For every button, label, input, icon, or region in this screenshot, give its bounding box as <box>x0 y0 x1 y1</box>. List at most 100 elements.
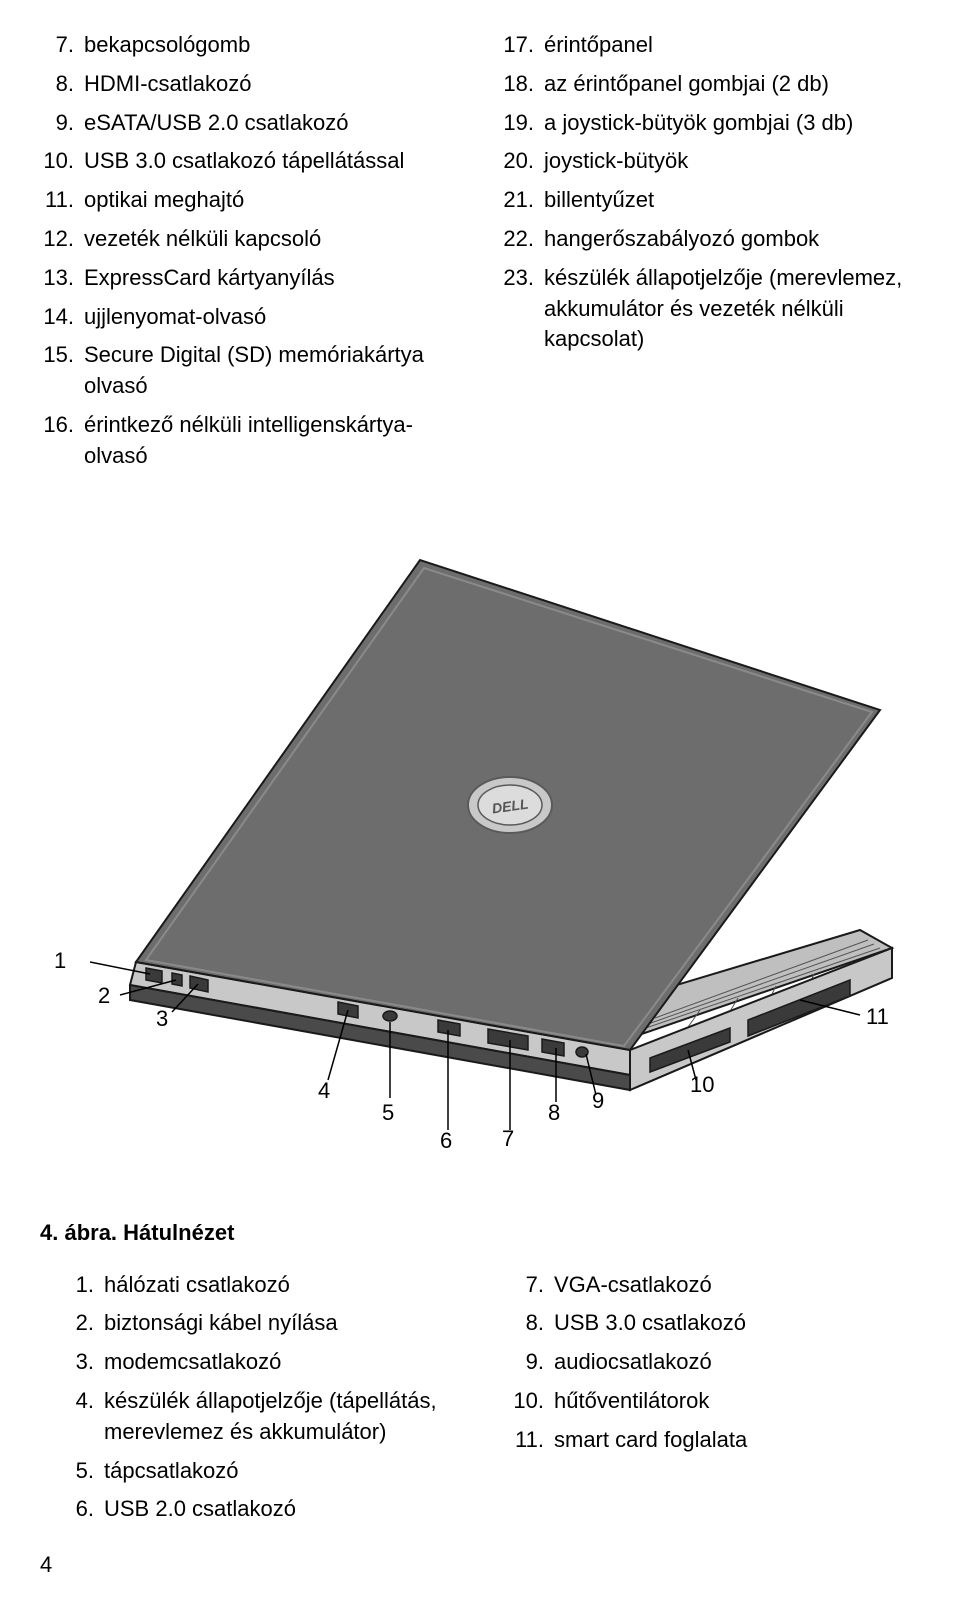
list-item-number: 18. <box>500 69 544 100</box>
callout-6: 6 <box>440 1128 452 1154</box>
callout-11: 11 <box>866 1004 889 1030</box>
list-item-text: billentyűzet <box>544 185 920 216</box>
list-item: 5.tápcsatlakozó <box>60 1456 470 1487</box>
list-item-text: smart card foglalata <box>554 1425 920 1456</box>
list-item-number: 10. <box>40 146 84 177</box>
top-right-column: 17.érintőpanel 18.az érintőpanel gombjai … <box>500 30 920 480</box>
top-lists: 7.bekapcsológomb8.HDMI-csatlakozó9.eSATA… <box>40 30 920 480</box>
callout-5: 5 <box>382 1100 394 1126</box>
list-item: 21.billentyűzet <box>500 185 920 216</box>
list-item-number: 9. <box>40 108 84 139</box>
list-item-number: 11. <box>510 1425 554 1456</box>
list-item: 14.ujjlenyomat-olvasó <box>40 302 460 333</box>
list-item-number: 8. <box>510 1308 554 1339</box>
figure-caption: 4. ábra. Hátulnézet <box>40 1220 920 1246</box>
list-item-number: 19. <box>500 108 544 139</box>
list-item-text: modemcsatlakozó <box>104 1347 470 1378</box>
list-item-number: 4. <box>60 1386 104 1448</box>
list-item-number: 8. <box>40 69 84 100</box>
list-item: 19.a joystick-bütyök gombjai (3 db) <box>500 108 920 139</box>
list-item-number: 15. <box>40 340 84 402</box>
list-item: 10.USB 3.0 csatlakozó tápellátással <box>40 146 460 177</box>
list-item-number: 14. <box>40 302 84 333</box>
list-item-number: 12. <box>40 224 84 255</box>
list-item-text: USB 3.0 csatlakozó tápellátással <box>84 146 460 177</box>
callout-8: 8 <box>548 1100 560 1126</box>
list-item: 11.optikai meghajtó <box>40 185 460 216</box>
list-item: 7.VGA-csatlakozó <box>510 1270 920 1301</box>
list-item-text: hűtőventilátorok <box>554 1386 920 1417</box>
list-item-text: készülék állapotjelzője (merevlemez, akk… <box>544 263 920 355</box>
callout-7: 7 <box>502 1126 514 1152</box>
callout-4: 4 <box>318 1078 330 1104</box>
bottom-left-column: 1.hálózati csatlakozó 2.biztonsági kábel … <box>60 1270 470 1534</box>
list-item: 6.USB 2.0 csatlakozó <box>60 1494 470 1525</box>
list-item: 10.hűtőventilátorok <box>510 1386 920 1417</box>
top-left-column: 7.bekapcsológomb8.HDMI-csatlakozó9.eSATA… <box>40 30 460 480</box>
list-item-number: 20. <box>500 146 544 177</box>
list-item: 12.vezeték nélküli kapcsoló <box>40 224 460 255</box>
list-item-number: 22. <box>500 224 544 255</box>
list-item-text: hangerőszabályozó gombok <box>544 224 920 255</box>
list-item-text: USB 2.0 csatlakozó <box>104 1494 470 1525</box>
callout-3: 3 <box>156 1006 168 1032</box>
list-item-text: VGA-csatlakozó <box>554 1270 920 1301</box>
list-item: 22.hangerőszabályozó gombok <box>500 224 920 255</box>
list-item: 4.készülék állapotjelzője (tápellátás, m… <box>60 1386 470 1448</box>
list-item: 3.modemcsatlakozó <box>60 1347 470 1378</box>
list-item-text: HDMI-csatlakozó <box>84 69 460 100</box>
list-item-number: 13. <box>40 263 84 294</box>
list-item-number: 10. <box>510 1386 554 1417</box>
list-item-text: a joystick-bütyök gombjai (3 db) <box>544 108 920 139</box>
list-item-text: ujjlenyomat-olvasó <box>84 302 460 333</box>
list-item-text: érintkező nélküli intelligenskártya-olva… <box>84 410 460 472</box>
list-item: 2.biztonsági kábel nyílása <box>60 1308 470 1339</box>
list-item-text: joystick-bütyök <box>544 146 920 177</box>
list-item-text: optikai meghajtó <box>84 185 460 216</box>
list-item-number: 23. <box>500 263 544 355</box>
list-item: 17.érintőpanel <box>500 30 920 61</box>
list-item-text: biztonsági kábel nyílása <box>104 1308 470 1339</box>
laptop-diagram: DELL <box>90 530 910 1170</box>
list-item: 9.eSATA/USB 2.0 csatlakozó <box>40 108 460 139</box>
list-item-text: audiocsatlakozó <box>554 1347 920 1378</box>
list-item-number: 21. <box>500 185 544 216</box>
list-item-text: tápcsatlakozó <box>104 1456 470 1487</box>
callout-10: 10 <box>690 1072 714 1098</box>
list-item: 8.USB 3.0 csatlakozó <box>510 1308 920 1339</box>
list-item-number: 7. <box>510 1270 554 1301</box>
list-item-number: 7. <box>40 30 84 61</box>
list-item-number: 5. <box>60 1456 104 1487</box>
list-item: 8.HDMI-csatlakozó <box>40 69 460 100</box>
list-item-number: 9. <box>510 1347 554 1378</box>
list-item: 15.Secure Digital (SD) memóriakártya olv… <box>40 340 460 402</box>
page-number: 4 <box>40 1552 52 1578</box>
callout-2: 2 <box>98 983 110 1009</box>
callout-1: 1 <box>54 948 66 974</box>
list-item-text: készülék állapotjelzője (tápellátás, mer… <box>104 1386 470 1448</box>
list-item-number: 11. <box>40 185 84 216</box>
list-item: 1.hálózati csatlakozó <box>60 1270 470 1301</box>
list-item-text: Secure Digital (SD) memóriakártya olvasó <box>84 340 460 402</box>
list-item: 7.bekapcsológomb <box>40 30 460 61</box>
list-item-text: bekapcsológomb <box>84 30 460 61</box>
list-item-text: ExpressCard kártyanyílás <box>84 263 460 294</box>
list-item-text: érintőpanel <box>544 30 920 61</box>
list-item-number: 17. <box>500 30 544 61</box>
bottom-right-column: 7.VGA-csatlakozó8.USB 3.0 csatlakozó9.au… <box>510 1270 920 1534</box>
list-item: 16.érintkező nélküli intelligenskártya-o… <box>40 410 460 472</box>
list-item: 11.smart card foglalata <box>510 1425 920 1456</box>
list-item-text: vezeték nélküli kapcsoló <box>84 224 460 255</box>
list-item: 18.az érintőpanel gombjai (2 db) <box>500 69 920 100</box>
list-item-text: hálózati csatlakozó <box>104 1270 470 1301</box>
diagram-area: DELL <box>40 520 920 1200</box>
list-item: 9.audiocsatlakozó <box>510 1347 920 1378</box>
list-item-text: USB 3.0 csatlakozó <box>554 1308 920 1339</box>
list-item: 13.ExpressCard kártyanyílás <box>40 263 460 294</box>
list-item: 23.készülék állapotjelzője (merevlemez, … <box>500 263 920 355</box>
list-item-text: eSATA/USB 2.0 csatlakozó <box>84 108 460 139</box>
list-item-number: 6. <box>60 1494 104 1525</box>
list-item: 20.joystick-bütyök <box>500 146 920 177</box>
bottom-lists: 1.hálózati csatlakozó 2.biztonsági kábel … <box>40 1270 920 1534</box>
list-item-number: 1. <box>60 1270 104 1301</box>
